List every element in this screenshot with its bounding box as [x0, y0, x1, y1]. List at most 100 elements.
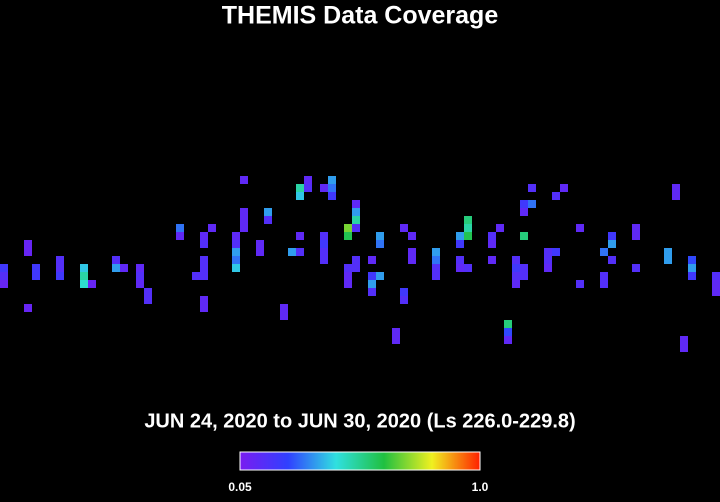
coverage-cell [552, 192, 560, 200]
coverage-cell [136, 264, 144, 272]
coverage-cell [0, 272, 8, 280]
coverage-cell [144, 296, 152, 304]
coverage-cell [544, 248, 552, 256]
coverage-cell [288, 248, 296, 256]
coverage-cell [200, 296, 208, 304]
coverage-cell [240, 224, 248, 232]
coverage-cell [240, 176, 248, 184]
coverage-cell [520, 200, 528, 208]
coverage-cell [712, 288, 720, 296]
coverage-cell [56, 264, 64, 272]
coverage-cell [368, 256, 376, 264]
coverage-cell [688, 256, 696, 264]
coverage-cell [80, 264, 88, 272]
coverage-cell [608, 240, 616, 248]
coverage-cell [112, 256, 120, 264]
coverage-cell [488, 240, 496, 248]
coverage-cell [352, 224, 360, 232]
colorbar-tick-label: 0.05 [228, 480, 252, 494]
coverage-cell [296, 248, 304, 256]
colorbar [239, 451, 481, 471]
coverage-cell [320, 256, 328, 264]
coverage-cell [688, 272, 696, 280]
coverage-cell [80, 280, 88, 288]
coverage-cell [464, 232, 472, 240]
coverage-cell [544, 256, 552, 264]
coverage-cell [552, 248, 560, 256]
coverage-cell [672, 184, 680, 192]
coverage-cell [192, 272, 200, 280]
coverage-cell [176, 232, 184, 240]
coverage-cell [400, 296, 408, 304]
coverage-cell [232, 248, 240, 256]
coverage-cell [432, 264, 440, 272]
coverage-cell [504, 320, 512, 328]
coverage-cell [352, 216, 360, 224]
coverage-cell [392, 328, 400, 336]
coverage-cell [320, 248, 328, 256]
coverage-cell [344, 224, 352, 232]
coverage-cell [688, 264, 696, 272]
coverage-cell [368, 288, 376, 296]
coverage-cell [136, 272, 144, 280]
coverage-cell [504, 336, 512, 344]
coverage-cell [632, 232, 640, 240]
coverage-cell [328, 184, 336, 192]
coverage-cell [200, 304, 208, 312]
coverage-cell [176, 224, 184, 232]
coverage-cell [632, 224, 640, 232]
coverage-cell [456, 232, 464, 240]
coverage-cell [520, 264, 528, 272]
coverage-cell [680, 344, 688, 352]
coverage-cell [304, 176, 312, 184]
coverage-cell [368, 272, 376, 280]
coverage-cell [352, 200, 360, 208]
coverage-cell [200, 232, 208, 240]
coverage-cell [344, 264, 352, 272]
coverage-cell [32, 272, 40, 280]
coverage-cell [368, 280, 376, 288]
coverage-cell [208, 224, 216, 232]
coverage-cell [24, 304, 32, 312]
coverage-cell [280, 304, 288, 312]
coverage-cell [496, 224, 504, 232]
coverage-cell [600, 280, 608, 288]
coverage-cell [320, 240, 328, 248]
coverage-cell [352, 256, 360, 264]
coverage-cell [352, 208, 360, 216]
coverage-cell [240, 216, 248, 224]
coverage-cell [240, 208, 248, 216]
coverage-cell [32, 264, 40, 272]
coverage-cell [24, 248, 32, 256]
coverage-cell [200, 264, 208, 272]
map-title: THEMIS Data Coverage [222, 2, 499, 30]
coverage-cell [544, 264, 552, 272]
coverage-cell [464, 216, 472, 224]
coverage-cell [264, 208, 272, 216]
coverage-cell [512, 264, 520, 272]
coverage-cell [712, 280, 720, 288]
coverage-cell [200, 272, 208, 280]
coverage-cell [352, 264, 360, 272]
coverage-cell [512, 256, 520, 264]
coverage-cell [464, 224, 472, 232]
coverage-cell [576, 224, 584, 232]
coverage-cell [456, 264, 464, 272]
coverage-cell [232, 240, 240, 248]
coverage-cell [376, 272, 384, 280]
coverage-cell [520, 232, 528, 240]
coverage-cell [376, 240, 384, 248]
coverage-cell [608, 256, 616, 264]
coverage-cell [488, 232, 496, 240]
coverage-cell [576, 280, 584, 288]
coverage-cell [432, 256, 440, 264]
coverage-cell [80, 272, 88, 280]
coverage-cell [632, 264, 640, 272]
coverage-cell [120, 264, 128, 272]
coverage-cell [280, 312, 288, 320]
coverage-cell [232, 264, 240, 272]
coverage-cell [600, 272, 608, 280]
coverage-cell [512, 280, 520, 288]
coverage-cell [112, 264, 120, 272]
